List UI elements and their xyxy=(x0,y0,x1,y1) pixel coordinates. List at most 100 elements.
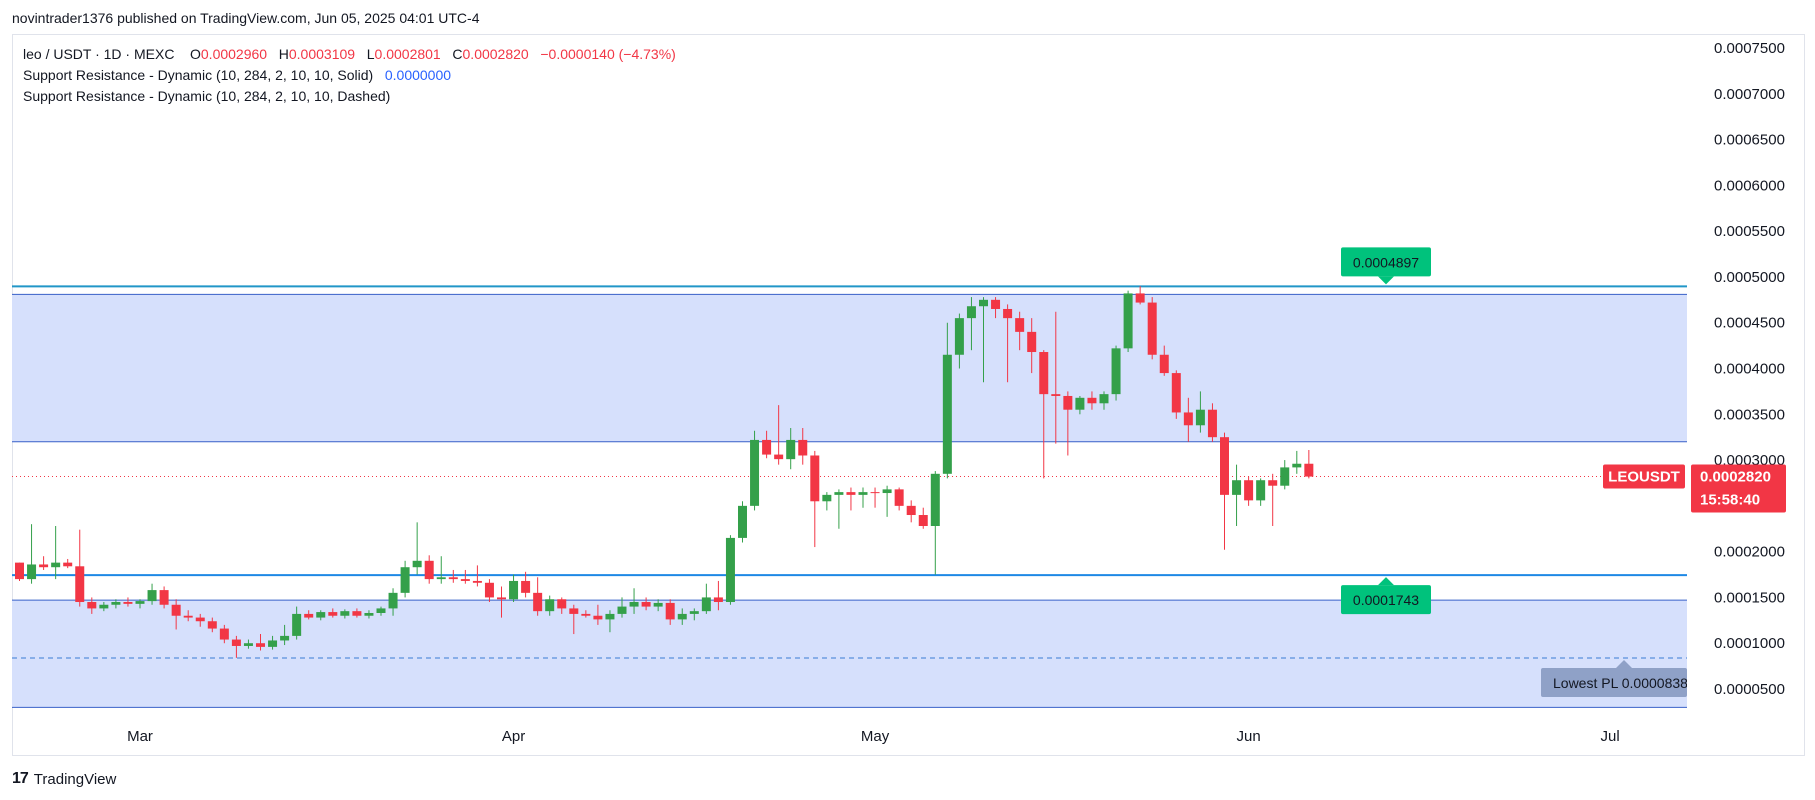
support-tag-label: 0.0001743 xyxy=(1353,592,1419,608)
y-tick-label: 0.0006500 xyxy=(1714,132,1785,149)
candle xyxy=(1268,473,1278,527)
candle xyxy=(63,558,73,569)
candle xyxy=(87,597,97,614)
candle xyxy=(316,610,326,621)
candle-body xyxy=(557,599,567,609)
candle xyxy=(1135,286,1145,305)
time-axis[interactable]: Mar Apr May Jun Jul xyxy=(127,728,1620,745)
candle-body xyxy=(665,602,675,620)
candle-body xyxy=(1220,437,1229,495)
candle xyxy=(1183,397,1193,442)
candle xyxy=(870,487,880,508)
candle xyxy=(1015,311,1025,351)
candle-body xyxy=(1051,394,1061,396)
candle-body xyxy=(822,494,832,502)
candle-body xyxy=(1183,412,1193,426)
footer-brand[interactable]: 17 TradingView xyxy=(12,770,116,788)
candle xyxy=(1171,370,1181,419)
symbol-info[interactable]: leo / USDT · 1D · MEXC xyxy=(23,46,175,62)
y-tick-label: 0.0004000 xyxy=(1714,361,1785,378)
candle-body xyxy=(484,582,494,598)
candle xyxy=(979,297,988,383)
candle xyxy=(364,610,374,619)
candle xyxy=(1256,478,1266,506)
candle xyxy=(629,588,639,614)
candle-body xyxy=(858,492,868,495)
candle-body xyxy=(1003,308,1013,319)
candle xyxy=(268,635,278,650)
candle xyxy=(906,500,916,523)
y-tick-label: 0.0001000 xyxy=(1714,635,1785,652)
candle xyxy=(509,574,519,603)
candle-body xyxy=(460,579,470,581)
candle xyxy=(1207,403,1217,442)
candle xyxy=(1280,460,1290,490)
candle xyxy=(942,322,952,479)
candle xyxy=(653,599,663,612)
candle xyxy=(1099,391,1109,410)
candle xyxy=(858,487,868,508)
candle xyxy=(412,522,422,575)
candle-body xyxy=(75,566,85,603)
candle xyxy=(15,562,24,581)
candle xyxy=(448,569,458,583)
indicator-row-2[interactable]: Support Resistance - Dynamic (10, 284, 2… xyxy=(23,86,676,107)
candle-body xyxy=(135,601,145,604)
candle-body xyxy=(1147,302,1157,355)
candle-body xyxy=(63,562,73,567)
candle xyxy=(882,485,892,517)
candle xyxy=(1147,297,1157,360)
candle xyxy=(617,597,627,618)
candle xyxy=(822,492,832,511)
candle-body xyxy=(195,617,205,622)
candle xyxy=(954,313,964,369)
y-tick-label: 0.0006000 xyxy=(1714,177,1785,194)
indicator-row-1[interactable]: Support Resistance - Dynamic (10, 284, 2… xyxy=(23,65,676,86)
candle-body xyxy=(689,611,699,614)
candle xyxy=(713,580,723,611)
candle xyxy=(1075,395,1085,415)
candle xyxy=(605,610,615,633)
candle xyxy=(460,569,470,584)
candle-body xyxy=(834,492,844,495)
y-tick-label: 0.0004500 xyxy=(1714,315,1785,332)
candle xyxy=(557,597,567,614)
lowest-pl-tag: Lowest PL 0.0000838 xyxy=(1541,660,1687,698)
y-tick-label: 0.0003500 xyxy=(1714,406,1785,423)
price-axis[interactable]: 0.0000500 0.0001000 0.0001500 0.0002000 0.00… xyxy=(1714,40,1785,698)
candle xyxy=(918,507,928,529)
candle-body xyxy=(352,611,362,616)
candle xyxy=(966,297,976,351)
candle xyxy=(1304,449,1314,479)
candle xyxy=(27,524,37,584)
candle-body xyxy=(1027,331,1037,353)
candle xyxy=(1123,290,1133,353)
candle-body xyxy=(364,612,374,616)
candle-body xyxy=(268,640,278,647)
candle-body xyxy=(641,602,651,607)
candle xyxy=(991,297,1001,319)
y-tick-label: 0.0002000 xyxy=(1714,544,1785,561)
candle xyxy=(280,624,290,646)
candle-body xyxy=(918,515,928,527)
candle-body xyxy=(1292,463,1302,468)
candle xyxy=(292,606,302,640)
candle xyxy=(738,501,747,543)
candle xyxy=(147,583,157,605)
candle-body xyxy=(810,455,820,502)
candle xyxy=(798,428,808,465)
candle xyxy=(569,604,579,635)
candle-body xyxy=(1268,480,1278,486)
support-tag: 0.0001743 xyxy=(1341,577,1431,615)
candle-body xyxy=(243,643,253,646)
candle-body xyxy=(991,299,1001,309)
y-tick-label: 0.0001500 xyxy=(1714,589,1785,606)
x-tick-label: May xyxy=(861,728,890,745)
candle-body xyxy=(521,580,531,593)
candle-body xyxy=(653,602,663,607)
candle xyxy=(701,583,711,614)
candle-body xyxy=(472,580,482,583)
low-value: 0.0002801 xyxy=(374,46,441,62)
y-tick-label: 0.0005500 xyxy=(1714,223,1785,240)
